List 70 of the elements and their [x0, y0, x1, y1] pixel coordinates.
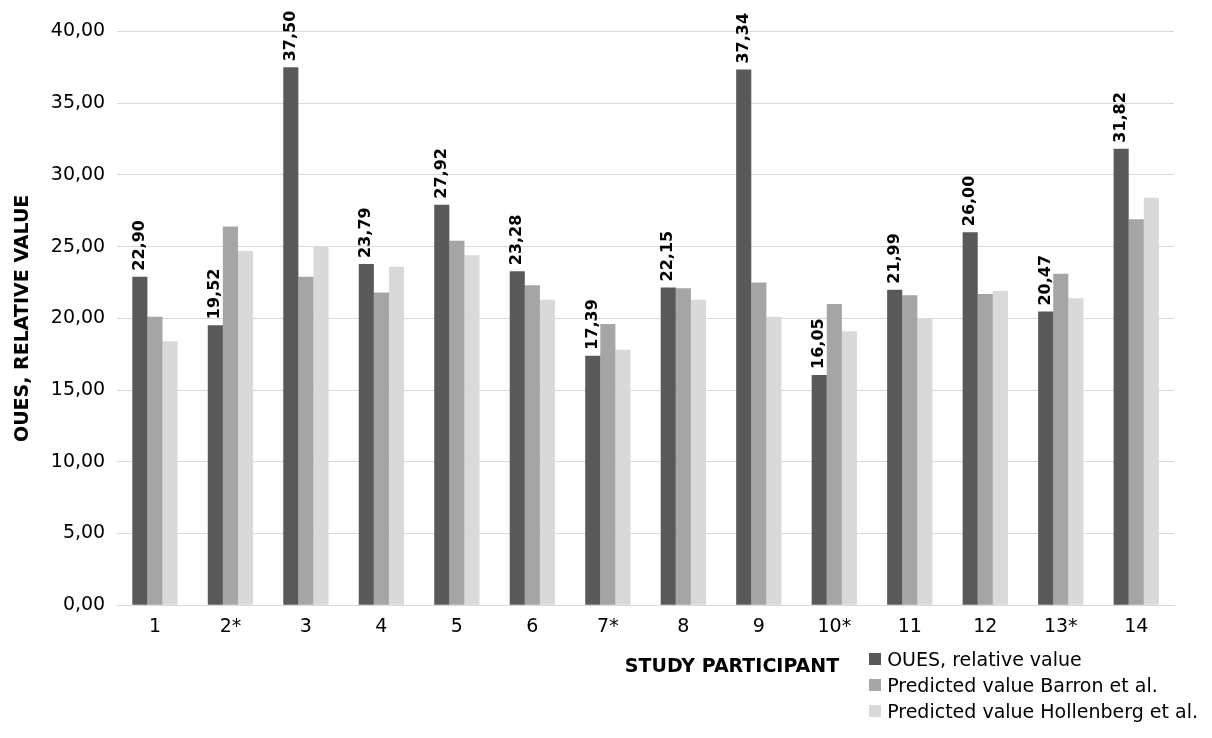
- bar: [600, 324, 616, 605]
- x-tick-label: 1: [148, 613, 161, 636]
- bar: [509, 271, 525, 605]
- x-tick-label: 4: [375, 613, 388, 636]
- y-tick-label: 20,00: [50, 305, 106, 328]
- x-tick-label: 6: [526, 613, 539, 636]
- bar: [902, 295, 918, 605]
- bar: [811, 374, 827, 605]
- legend-label: Predicted value Hollenberg et al.: [887, 700, 1198, 722]
- data-label: 23,79: [355, 207, 375, 258]
- y-tick-label: 0,00: [62, 592, 106, 615]
- y-tick-label: 30,00: [50, 161, 106, 184]
- bar: [675, 288, 691, 605]
- x-tick-label: 10*: [817, 613, 852, 636]
- bar: [1038, 311, 1054, 605]
- x-tick-label: 3: [299, 613, 312, 636]
- y-tick-label: 10,00: [50, 448, 106, 471]
- bar: [1128, 219, 1144, 605]
- y-axis-title: OUES, RELATIVE VALUE: [10, 194, 33, 442]
- bar: [132, 276, 148, 605]
- bar: [1113, 148, 1129, 605]
- data-label: 22,90: [129, 220, 148, 271]
- bar: [826, 303, 842, 605]
- bar: [449, 240, 465, 605]
- bar: [585, 355, 601, 605]
- x-tick-label: 8: [677, 613, 690, 636]
- bar: [434, 204, 450, 605]
- data-label: 21,99: [883, 233, 903, 284]
- data-label: 17,39: [581, 299, 601, 350]
- bar: [373, 292, 389, 605]
- y-tick-label: 40,00: [50, 18, 106, 41]
- x-axis-title: STUDY PARTICIPANT: [624, 654, 840, 676]
- bar: [962, 232, 978, 605]
- data-label: 37,50: [279, 10, 299, 62]
- data-label: 37,34: [732, 12, 752, 64]
- x-tick-label: 9: [752, 613, 765, 636]
- data-label: 31,82: [1110, 92, 1130, 143]
- bar: [358, 263, 374, 605]
- x-tick-label: 11: [897, 613, 922, 636]
- bar: [751, 282, 767, 605]
- bar: [298, 276, 314, 605]
- y-tick-label: 25,00: [50, 233, 106, 256]
- data-label: 23,28: [506, 214, 526, 266]
- data-label: 20,47: [1034, 254, 1054, 306]
- x-tick-label: 5: [450, 613, 463, 636]
- bar: [736, 69, 752, 605]
- legend-label: OUES, relative value: [887, 648, 1082, 670]
- x-tick-label: 13*: [1043, 613, 1078, 636]
- bar: [660, 287, 676, 605]
- bar: [1053, 273, 1069, 605]
- data-label: 16,05: [808, 318, 828, 369]
- y-tick-label: 5,00: [62, 520, 106, 543]
- bar: [207, 325, 223, 605]
- x-tick-label: 7*: [597, 613, 619, 636]
- data-label: 27,92: [430, 148, 450, 199]
- data-label: 19,52: [204, 268, 224, 320]
- bar: [147, 316, 163, 605]
- bar: [222, 226, 238, 605]
- x-tick-label: 2*: [219, 613, 242, 636]
- data-label: 26,00: [959, 175, 979, 227]
- data-label: 22,15: [657, 230, 677, 282]
- bar: [887, 289, 903, 605]
- bar: [977, 293, 993, 605]
- bar: [283, 67, 299, 605]
- legend-label: Predicted value Barron et al.: [887, 674, 1158, 696]
- bar: [524, 285, 540, 605]
- y-tick-label: 15,00: [50, 376, 106, 399]
- y-tick-label: 35,00: [50, 90, 106, 113]
- x-tick-label: 14: [1124, 613, 1149, 636]
- x-tick-label: 12: [973, 613, 998, 636]
